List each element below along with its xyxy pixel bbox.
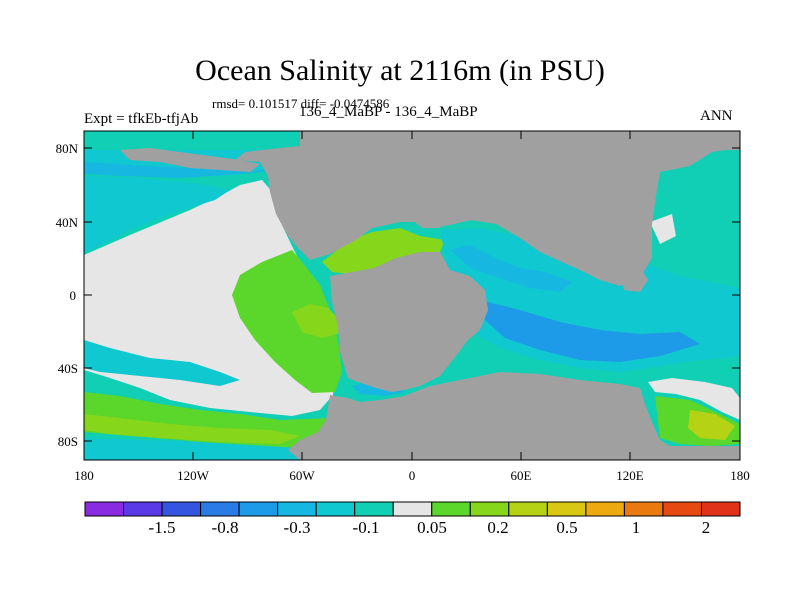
- colorbar-swatch: [354, 501, 394, 517]
- colorbar-swatch: [123, 501, 163, 517]
- indian-blue: [480, 300, 700, 362]
- antarctica-land: [288, 372, 740, 460]
- colorbar-swatch: [623, 501, 664, 517]
- arctic-land-strip: [120, 148, 260, 172]
- experiment-label: Expt = tfkEb-tfjAb: [84, 111, 199, 127]
- colorbar-swatch: [238, 501, 279, 517]
- colorbar-label: 2: [702, 518, 711, 537]
- lon-tick-label: 60W: [289, 468, 315, 483]
- colorbar-label: 1: [632, 518, 641, 537]
- west-north-neutral: [650, 214, 676, 244]
- pacific-south-band: [84, 340, 240, 386]
- colorbar-swatch: [161, 501, 202, 517]
- colorbar-swatch: [700, 501, 741, 517]
- colorbar-label: -0.8: [212, 518, 239, 537]
- southern-ocean-lightgreen: [84, 414, 300, 444]
- south-indian-neutral: [648, 378, 740, 420]
- south-america-africa-land: [330, 252, 488, 392]
- colorbar-swatch: [315, 501, 356, 517]
- east-pacific-top: [640, 150, 740, 280]
- colorbar-swatch: [200, 501, 240, 517]
- colorbar-label: -0.1: [353, 518, 380, 537]
- south-indian-yellowgreen: [688, 410, 735, 440]
- east-pacific-light-green: [292, 304, 340, 338]
- southern-ocean-cyan: [84, 438, 340, 460]
- map-field: [84, 131, 740, 460]
- colorbar-swatch: [508, 501, 548, 517]
- colorbar-label: -0.3: [284, 518, 311, 537]
- lat-tick-label: 40N: [56, 215, 79, 230]
- lat-tick-label: 0: [70, 288, 77, 303]
- colorbar-label: -1.5: [149, 518, 176, 537]
- lon-tick-label: 0: [409, 468, 416, 483]
- lat-tick-label: 80N: [56, 141, 79, 156]
- colorbar-swatch: [585, 501, 625, 517]
- lon-tick-label: 60E: [511, 468, 532, 483]
- pacific-upper-band: [84, 152, 300, 178]
- chart-title: Ocean Salinity at 2116m (in PSU): [195, 54, 605, 87]
- season-label: ANN: [700, 108, 733, 124]
- lon-tick-label: 120E: [616, 468, 644, 483]
- colorbar-swatch: [546, 501, 587, 517]
- colorbar-swatch: [662, 501, 702, 517]
- colorbar-label: 0.5: [556, 518, 577, 537]
- colorbar-swatch: [84, 501, 125, 517]
- lon-tick-label: 180: [730, 468, 750, 483]
- colorbar-label: 0.05: [417, 518, 447, 537]
- case-label: 136_4_MaBP - 136_4_MaBP: [299, 104, 478, 120]
- colorbar-swatch: [431, 501, 471, 517]
- lat-tick-label: 40S: [58, 361, 78, 376]
- eurasia-land: [282, 131, 740, 286]
- colorbar: [84, 501, 741, 517]
- colorbar-label: 0.2: [487, 518, 508, 537]
- pacific-north-band-teal: [84, 176, 230, 252]
- colorbar-swatch: [469, 501, 510, 517]
- east-pacific-green: [232, 250, 342, 393]
- colorbar-swatch: [277, 501, 317, 517]
- colorbar-swatch: [392, 501, 433, 517]
- axis-ticks: [84, 131, 740, 460]
- indian-light: [450, 245, 572, 292]
- stats-line: rmsd= 0.101517 diff= -0.0474586: [212, 96, 390, 111]
- lon-tick-label: 120W: [177, 468, 210, 483]
- lon-tick-label: 180: [74, 468, 94, 483]
- island-block: [620, 266, 648, 292]
- lat-tick-label: 80S: [58, 434, 78, 449]
